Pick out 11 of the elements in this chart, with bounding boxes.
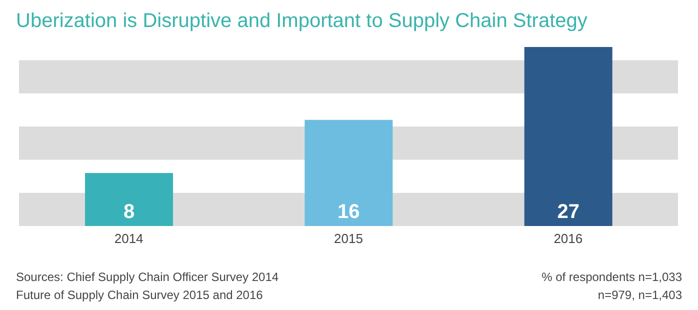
- data-label: 16: [338, 201, 360, 223]
- source-note: Sources: Chief Supply Chain Officer Survey 2014: [16, 269, 279, 286]
- text: Future of Supply Chain Survey 2015 and 2016: [16, 287, 264, 304]
- data-label: 8: [123, 201, 135, 223]
- chart-title: Uberization is Disruptive and Important to Supply Chain Strategy: [15, 9, 588, 34]
- x-tick-label: 2015: [334, 231, 363, 246]
- text: % of respondents n=1,033: [542, 269, 682, 286]
- text: n=979, n=1,403: [596, 287, 682, 304]
- x-tick-label: 2014: [114, 231, 144, 246]
- x-tick-label: 2016: [554, 231, 583, 246]
- data-label: 27: [557, 201, 580, 223]
